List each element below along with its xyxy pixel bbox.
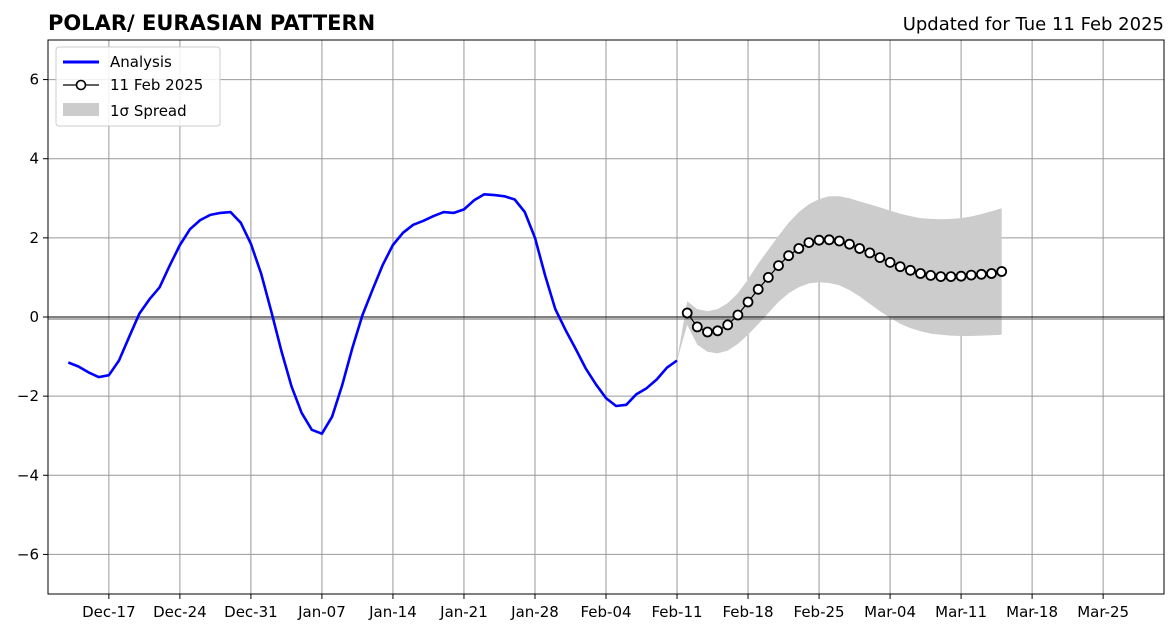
x-tick-label: Feb-11 xyxy=(651,603,702,621)
forecast-point xyxy=(702,326,713,338)
forecast-point xyxy=(864,247,876,259)
x-tick-label: Jan-14 xyxy=(368,603,417,621)
forecast-point xyxy=(894,261,906,273)
forecast-point xyxy=(996,266,1008,277)
forecast-point xyxy=(793,243,805,254)
x-tick-label: Feb-04 xyxy=(580,603,631,621)
forecast-point xyxy=(986,268,997,279)
forecast-point xyxy=(915,268,926,279)
forecast-point xyxy=(965,269,977,281)
forecast-point xyxy=(925,269,937,281)
x-tick-label: Dec-17 xyxy=(82,603,136,621)
forecast-point xyxy=(884,256,896,268)
forecast-point xyxy=(712,325,723,337)
x-tick-label: Jan-07 xyxy=(297,603,346,621)
x-tick-label: Feb-25 xyxy=(794,603,845,621)
x-tick-label: Dec-31 xyxy=(224,603,278,621)
legend-spread-label: 1σ Spread xyxy=(110,102,187,120)
forecast-point xyxy=(874,252,886,264)
legend-forecast-marker xyxy=(75,79,87,91)
y-tick-label: −4 xyxy=(17,466,39,484)
y-tick-label: 4 xyxy=(29,150,39,168)
y-tick-label: 0 xyxy=(29,308,39,326)
legend: Analysis 11 Feb 2025 1σ Spread xyxy=(55,46,221,127)
x-tick-label: Mar-11 xyxy=(935,603,987,621)
forecast-point xyxy=(742,296,754,308)
forecast-point xyxy=(722,319,734,331)
forecast-point xyxy=(945,271,957,283)
legend-analysis-label: Analysis xyxy=(110,53,172,71)
x-tick-label: Mar-18 xyxy=(1006,603,1058,621)
legend-spread-swatch xyxy=(63,103,99,116)
analysis-line xyxy=(67,193,678,436)
forecast-point xyxy=(752,283,764,295)
forecast-point xyxy=(955,270,967,282)
series-layer xyxy=(67,193,1008,436)
forecast-point xyxy=(783,250,794,262)
forecast-point xyxy=(833,235,845,247)
x-tick-label: Jan-28 xyxy=(510,603,559,621)
forecast-point xyxy=(773,260,784,272)
forecast-point xyxy=(854,243,865,254)
forecast-point xyxy=(762,271,774,283)
y-tick-label: −2 xyxy=(17,387,39,405)
x-tick-label: Mar-04 xyxy=(864,603,916,621)
forecast-point xyxy=(681,307,693,319)
axis-ticks: −6 −4 −2 0 2 4 6 Dec-17 Dec-24 Dec-31 Jan-07 Jan-14… xyxy=(17,71,1129,621)
chart-title: POLAR/ EURASIAN PATTERN xyxy=(48,11,375,35)
forecast-point xyxy=(823,234,835,246)
y-tick-label: 2 xyxy=(29,229,39,247)
x-tick-label: Mar-25 xyxy=(1077,603,1129,621)
chart-subtitle: Updated for Tue 11 Feb 2025 xyxy=(903,14,1164,35)
forecast-point xyxy=(976,268,987,280)
x-tick-label: Feb-18 xyxy=(723,603,774,621)
y-tick-label: −6 xyxy=(17,545,39,563)
forecast-point xyxy=(691,321,703,333)
x-tick-label: Jan-21 xyxy=(439,603,488,621)
zero-line-layer xyxy=(48,316,1164,320)
legend-forecast-label: 11 Feb 2025 xyxy=(110,76,203,94)
forecast-point xyxy=(844,238,855,250)
x-tick-label: Dec-24 xyxy=(153,603,207,621)
forecast-point xyxy=(732,309,744,321)
forecast-point xyxy=(803,237,815,249)
y-tick-label: 6 xyxy=(29,71,39,89)
forecast-point xyxy=(905,264,916,276)
forecast-point xyxy=(813,234,825,246)
forecast-point xyxy=(935,271,947,283)
